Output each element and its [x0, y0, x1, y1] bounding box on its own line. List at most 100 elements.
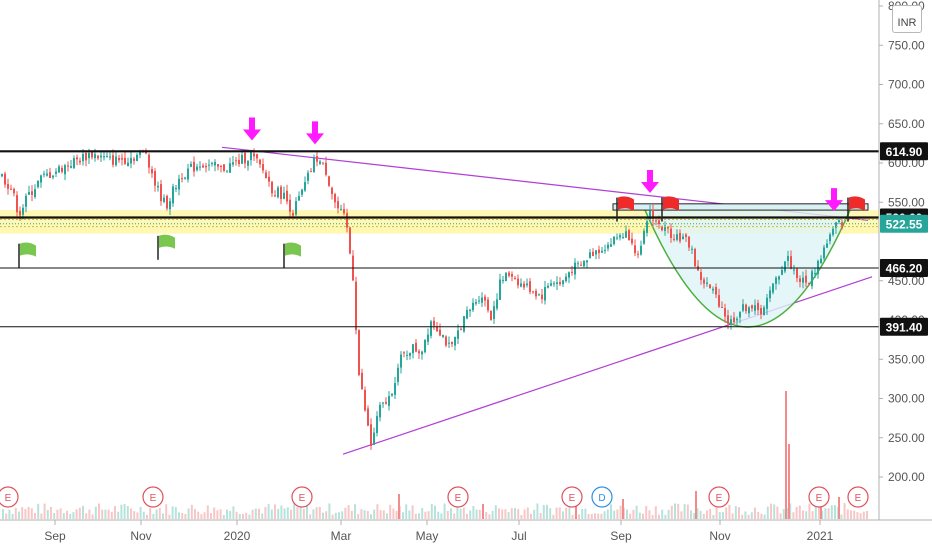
volume-bar	[94, 506, 97, 519]
volume-bar	[78, 507, 81, 519]
candle-body	[496, 299, 498, 309]
candle-body	[370, 424, 372, 446]
candle-body	[241, 154, 243, 164]
candle-body	[562, 280, 564, 285]
candle-body	[28, 191, 30, 195]
volume-bar	[757, 511, 760, 519]
candle-body	[715, 287, 717, 295]
candle-body	[766, 297, 768, 309]
candle-body	[286, 190, 288, 202]
volume-bar	[654, 506, 657, 519]
volume-bar	[402, 512, 404, 519]
candle-body	[487, 299, 489, 311]
candle-body	[541, 294, 543, 300]
volume-bar	[651, 514, 654, 519]
volume-bar	[187, 508, 190, 519]
candle-body	[418, 351, 420, 354]
volume-bar	[98, 503, 100, 519]
volume-bar	[325, 511, 328, 519]
volume-bar	[619, 505, 622, 519]
volume-bar	[795, 506, 798, 519]
candle-body	[160, 184, 162, 202]
volume-bar	[782, 508, 785, 519]
volume-bar	[722, 512, 724, 519]
earnings-marker-label: E	[455, 493, 462, 504]
candle-body	[250, 152, 252, 161]
volume-bar	[434, 505, 436, 519]
volume-bar	[21, 507, 24, 519]
candle-body	[172, 186, 174, 204]
candle-body	[292, 212, 294, 216]
volume-bar	[136, 512, 139, 519]
earnings-marker	[142, 486, 164, 508]
volume-bar	[830, 505, 833, 519]
volume-bar	[350, 510, 353, 519]
currency-selector[interactable]: INR	[892, 5, 922, 33]
candle-body	[463, 316, 465, 332]
volume-bar	[792, 512, 795, 519]
volume-bar	[635, 505, 638, 519]
volume-bar	[818, 505, 820, 519]
volume-bar	[245, 512, 248, 519]
volume-bar	[24, 509, 27, 519]
candle-body	[265, 172, 267, 179]
candle-body	[622, 236, 624, 238]
volume-bar	[226, 509, 228, 519]
candle-body	[46, 173, 48, 176]
volume-bar	[117, 511, 120, 519]
volume-bar	[178, 512, 180, 519]
currency-label: INR	[897, 17, 917, 29]
volume-bar	[411, 505, 414, 519]
candle-body	[790, 256, 792, 269]
volume-bar	[670, 505, 673, 519]
time-tick-label: Nov	[709, 529, 730, 543]
volume-bar	[642, 513, 644, 519]
volume-bar	[798, 505, 801, 519]
volume-bar	[485, 512, 488, 519]
time-tick-label: May	[416, 529, 439, 543]
candle-body	[121, 158, 123, 160]
candle-body	[322, 162, 324, 164]
earnings-marker	[708, 486, 730, 508]
green-flag	[285, 242, 301, 257]
candle-body	[529, 281, 531, 292]
volume-bar	[626, 509, 628, 519]
candle-body	[829, 234, 831, 242]
volume-bar	[632, 509, 635, 519]
candle-body	[244, 152, 246, 164]
time-tick-label: Mar	[331, 529, 352, 543]
candle-body	[553, 283, 555, 285]
price-axis[interactable]: 800.00750.00700.00650.00600.00550.00450.…	[879, 0, 925, 484]
volume-bar	[248, 514, 251, 519]
candle-body	[472, 302, 474, 311]
volume-bar	[299, 505, 302, 519]
candle-body	[823, 247, 825, 259]
candle-body	[100, 155, 102, 158]
candle-body	[424, 339, 426, 353]
candle-body	[262, 164, 264, 171]
candle-body	[382, 402, 384, 404]
candle-body	[808, 282, 810, 285]
candle-body	[328, 176, 330, 186]
price-tag-label: 466.20	[886, 262, 923, 276]
candle-body	[523, 283, 525, 288]
candle-body	[277, 187, 279, 198]
candle-body	[127, 162, 129, 167]
volume-bar	[629, 513, 632, 519]
volume-bar	[190, 504, 193, 519]
volume-bar	[853, 510, 856, 519]
volume-bar	[107, 509, 110, 519]
time-axis[interactable]: Sep Nov 2020 Mar May Jul Sep Nov 2021	[44, 520, 834, 543]
candle-body	[358, 330, 360, 375]
volume-bar	[11, 514, 14, 519]
volume-bar	[824, 508, 827, 519]
candle-body	[841, 222, 843, 229]
volume-spike	[838, 497, 840, 519]
candle-body	[775, 277, 777, 284]
candle-body	[517, 278, 519, 286]
volume-bar	[606, 509, 609, 519]
candle-body	[103, 156, 105, 158]
candle-body	[604, 249, 606, 251]
volume-bar	[379, 510, 382, 519]
